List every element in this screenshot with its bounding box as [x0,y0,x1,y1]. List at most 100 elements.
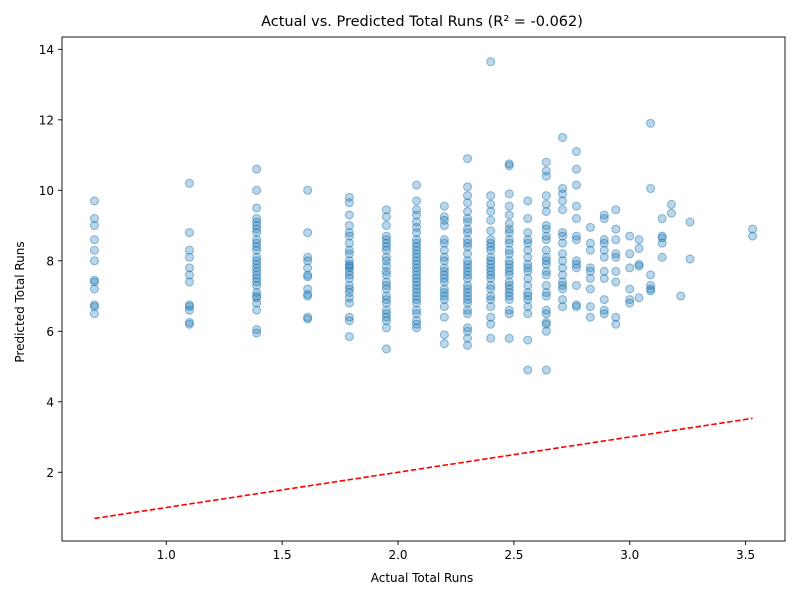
data-point-378 [748,224,758,234]
data-point-315 [571,235,581,245]
data-point-200 [486,206,496,216]
data-point-295 [558,196,568,206]
data-point-170 [463,206,473,216]
data-point-313 [571,214,581,224]
data-point-349 [611,312,621,322]
data-point-363 [646,184,656,194]
data-point-265 [523,335,533,345]
data-point-319 [571,280,581,290]
x-tick-label: 1.0 [157,548,176,562]
data-point-65 [344,198,354,208]
data-point-276 [541,235,551,245]
data-point-10 [89,302,99,312]
data-point-177 [463,242,473,252]
data-point-229 [504,228,514,238]
data-point-270 [541,191,551,201]
data-point-199 [486,199,496,209]
scatter-points [89,57,758,375]
data-point-140 [412,309,422,319]
data-point-223 [504,161,514,171]
data-point-221 [486,333,496,343]
data-point-348 [611,277,621,287]
data-point-350 [611,319,621,329]
data-point-113 [412,180,422,190]
data-point-116 [412,210,422,220]
data-point-371 [657,238,667,248]
data-point-328 [585,284,595,294]
data-point-266 [523,365,533,375]
y-tick-label: 14 [39,43,54,57]
data-point-259 [523,280,533,290]
data-point-100 [381,270,391,280]
data-point-344 [611,235,621,245]
data-point-112 [381,344,391,354]
data-point-358 [634,243,644,253]
data-point-23 [184,319,194,329]
data-point-157 [439,277,449,287]
data-point-147 [439,221,449,231]
data-point-379 [748,231,758,241]
data-point-202 [486,226,496,236]
data-point-264 [523,309,533,319]
data-point-218 [486,302,496,312]
data-point-86 [344,316,354,326]
data-point-354 [625,284,635,294]
data-point-372 [657,252,667,262]
data-point-267 [541,157,551,167]
data-point-351 [625,231,635,241]
data-point-88 [381,205,391,215]
data-point-167 [463,182,473,192]
data-point-84 [344,298,354,308]
data-point-347 [611,266,621,276]
data-point-298 [558,231,568,241]
data-point-277 [541,245,551,255]
data-point-162 [439,302,449,312]
data-point-4 [89,245,99,255]
data-point-49 [252,305,262,315]
data-point-300 [558,249,568,259]
data-point-215 [486,284,496,294]
data-point-258 [523,273,533,283]
y-tick-label: 2 [46,466,54,480]
data-point-364 [646,270,656,280]
data-point-119 [412,228,422,238]
data-point-368 [657,214,667,224]
data-point-138 [412,298,422,308]
chart-title: Actual vs. Predicted Total Runs (R² = -0… [261,14,583,30]
data-point-55 [303,256,313,266]
data-point-374 [666,208,676,218]
data-point-254 [523,252,533,262]
data-point-178 [463,249,473,259]
data-point-219 [486,312,496,322]
data-point-195 [463,333,473,343]
data-point-238 [504,270,514,280]
data-point-377 [685,254,695,264]
data-point-72 [344,249,354,259]
data-point-246 [504,309,514,319]
x-tick-label: 2.0 [388,548,407,562]
data-point-283 [541,280,551,290]
data-point-69 [344,231,354,241]
data-point-294 [558,189,568,199]
x-tick-label: 2.5 [504,548,523,562]
data-point-190 [463,298,473,308]
data-point-44 [252,280,262,290]
data-point-352 [625,249,635,259]
x-axis-ticks: 1.0 1.5 2.0 2.5 3.0 3.5 [157,541,755,562]
data-point-231 [504,238,514,248]
data-point-161 [439,295,449,305]
data-point-35 [252,245,262,255]
data-point-53 [303,228,313,238]
data-point-289 [541,319,551,329]
data-point-217 [486,295,496,305]
data-point-114 [412,196,422,206]
data-point-252 [523,238,533,248]
data-point-249 [523,214,533,224]
data-point-17 [184,270,194,280]
data-point-326 [585,266,595,276]
data-point-367 [646,286,656,296]
data-point-18 [184,277,194,287]
data-point-56 [303,263,313,273]
data-point-291 [541,365,551,375]
data-point-152 [439,256,449,266]
